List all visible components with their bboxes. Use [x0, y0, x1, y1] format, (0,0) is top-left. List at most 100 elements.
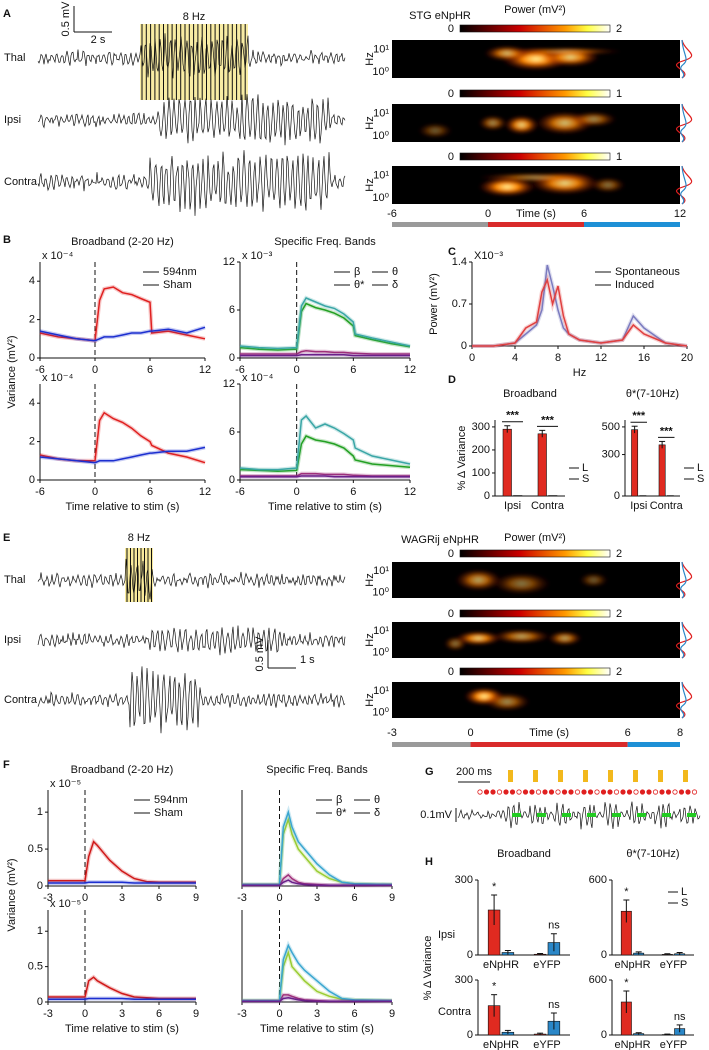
series-band — [48, 837, 196, 885]
series-line — [242, 809, 393, 886]
series-line — [242, 997, 392, 1003]
lfp-trace — [37, 94, 346, 146]
y-tick-label: 600 — [589, 974, 607, 986]
series-line — [239, 302, 411, 351]
panel-label: E — [3, 532, 10, 544]
lfp-trace — [37, 625, 346, 656]
significance: ns — [548, 999, 560, 1011]
light-pulse — [633, 770, 638, 782]
legend-label: θ — [392, 266, 398, 278]
y-tick-label: 0 — [614, 490, 620, 502]
significance: *** — [506, 410, 520, 422]
y-tick-label: 10¹ — [373, 169, 389, 181]
spike-marker — [633, 789, 639, 795]
x-tick-label: 6 — [350, 364, 356, 376]
colorbar-max: 1 — [616, 88, 622, 100]
trace-label: Contra — [4, 694, 38, 706]
y-tick-label: 10¹ — [373, 43, 389, 55]
y-tick-label: 0 — [484, 490, 490, 502]
power-blob — [504, 115, 539, 135]
light-pulse — [558, 770, 563, 782]
stim-phase-bar — [627, 742, 680, 747]
colorbar-min: 0 — [448, 548, 454, 560]
x-tick-label: Contra — [650, 500, 684, 512]
spike-marker — [678, 789, 685, 795]
bar — [537, 433, 547, 497]
colorbar-min: 0 — [448, 608, 454, 620]
chart-title: θ*(7-10Hz) — [626, 848, 679, 860]
spike-marker — [685, 789, 691, 795]
legend-label: L — [681, 886, 687, 898]
x-tick-label: 6 — [147, 364, 153, 376]
y-tick-label: 600 — [589, 874, 607, 886]
spike-marker — [665, 789, 672, 795]
bar — [631, 429, 639, 497]
y-tick-label: 0 — [229, 474, 235, 486]
panel-title: STG eNpHR — [409, 10, 471, 22]
y-tick-label: 1 — [37, 806, 43, 818]
x-tick-label: -6 — [35, 486, 45, 498]
y-tick-label: 10¹ — [373, 107, 389, 119]
y-tick-label: 10⁰ — [372, 647, 389, 659]
x-tick-label: 3 — [314, 1008, 320, 1020]
y-tick-label: 300 — [472, 421, 490, 433]
spectrogram-power — [455, 569, 608, 595]
x-tick-label: eYFP — [533, 1039, 561, 1050]
scale-label: 0.1mV — [420, 809, 452, 821]
x-tick-label: 0 — [92, 486, 98, 498]
x-tick-label: eYFP — [660, 959, 688, 971]
x-tick-label: -6 — [235, 364, 245, 376]
significance: ns — [674, 1011, 686, 1023]
x-axis-label: Time relative to stim (s) — [268, 501, 382, 513]
side-spectrum — [680, 681, 687, 719]
light-pulse — [583, 770, 588, 782]
series-band — [242, 805, 393, 887]
x-tick-label: 0 — [82, 892, 88, 904]
legend-label: Sham — [154, 807, 183, 819]
panel-title: WAGRij eNpHR — [401, 534, 479, 546]
x-tick-label: 6 — [351, 1008, 357, 1020]
power-blob — [455, 631, 502, 646]
x-tick-label: 20 — [681, 352, 693, 364]
x-tick-label: eYFP — [660, 1039, 688, 1050]
spike-marker — [490, 789, 496, 795]
series-line — [239, 414, 411, 471]
series-band — [242, 812, 393, 887]
x-tick-label: eNpHR — [483, 1039, 519, 1050]
spectrogram-power — [417, 111, 617, 139]
power-blob — [570, 111, 617, 127]
spike-marker — [496, 789, 503, 795]
colorbar-max: 2 — [616, 666, 622, 678]
significance: *** — [660, 425, 674, 437]
y-tick-label: 0 — [29, 474, 35, 486]
y-tick-label: 500 — [602, 421, 620, 433]
axis-multiplier: x 10⁻⁴ — [242, 372, 274, 384]
stim-phase-bar — [470, 742, 628, 747]
power-blob — [478, 172, 594, 182]
y-tick-label: 10⁰ — [372, 66, 389, 78]
y-tick-label: 0 — [467, 1029, 473, 1041]
trace-label: Ipsi — [4, 634, 21, 646]
x-tick-label: 0 — [467, 727, 473, 739]
x-tick-label: -6 — [387, 208, 397, 220]
spike-marker — [516, 789, 522, 795]
colorbar-max: 1 — [616, 151, 622, 163]
x-tick-label: 12 — [199, 486, 211, 498]
y-axis-label: Variance (mV²) — [6, 858, 18, 931]
axis-multiplier: x 10⁻³ — [242, 250, 273, 262]
x-tick-label: 0 — [485, 208, 491, 220]
series-line — [240, 472, 410, 477]
x-tick-label: -3 — [387, 727, 397, 739]
x-tick-label: 0 — [294, 486, 300, 498]
power-blob — [443, 636, 467, 651]
panel-label: H — [425, 856, 433, 868]
y-tick-label: 10⁰ — [372, 192, 389, 204]
x-tick-label: -3 — [43, 1008, 53, 1020]
x-tick-label: 0 — [294, 364, 300, 376]
y-axis-label: Hz — [364, 178, 376, 191]
x-axis-label: Hz — [573, 367, 586, 379]
side-spectrum — [675, 621, 693, 659]
stim-phase-bar — [488, 222, 584, 227]
spike-burst — [637, 813, 646, 817]
x-tick-label: -3 — [237, 892, 247, 904]
